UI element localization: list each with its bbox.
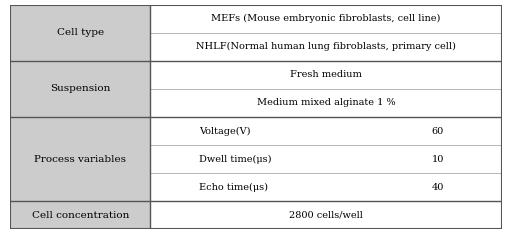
Text: 10: 10 xyxy=(432,155,444,164)
Text: Voltage(V): Voltage(V) xyxy=(200,127,251,135)
Bar xyxy=(10,61,151,117)
Text: Cell type: Cell type xyxy=(57,28,104,37)
Bar xyxy=(10,117,151,201)
Text: Process variables: Process variables xyxy=(34,155,126,164)
Text: Cell concentration: Cell concentration xyxy=(32,211,129,220)
Bar xyxy=(10,5,151,61)
Text: Echo time(μs): Echo time(μs) xyxy=(200,183,268,192)
Text: Suspension: Suspension xyxy=(50,84,111,93)
Text: Fresh medium: Fresh medium xyxy=(290,70,362,79)
Text: Dwell time(μs): Dwell time(μs) xyxy=(200,155,272,164)
Text: 40: 40 xyxy=(432,183,444,192)
Text: 60: 60 xyxy=(432,127,444,135)
Bar xyxy=(151,61,502,117)
Bar xyxy=(151,201,502,229)
Text: Medium mixed alginate 1 %: Medium mixed alginate 1 % xyxy=(257,99,395,107)
Bar xyxy=(10,201,151,229)
Bar xyxy=(151,5,502,61)
Text: MEFs (Mouse embryonic fibroblasts, cell line): MEFs (Mouse embryonic fibroblasts, cell … xyxy=(211,14,441,23)
Text: NHLF(Normal human lung fibroblasts, primary cell): NHLF(Normal human lung fibroblasts, prim… xyxy=(196,42,456,51)
Bar xyxy=(151,117,502,201)
Text: 2800 cells/well: 2800 cells/well xyxy=(289,211,363,220)
